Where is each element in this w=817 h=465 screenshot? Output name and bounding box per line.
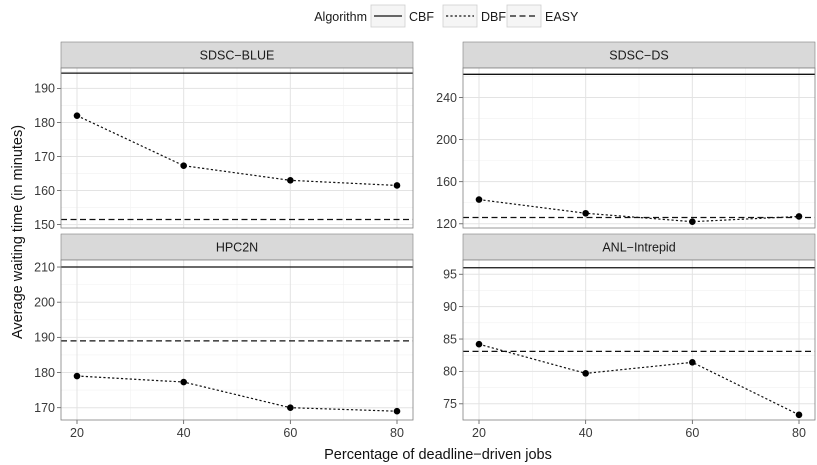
y-tick-label: 200 <box>34 295 55 309</box>
series-line-dbf <box>76 115 398 187</box>
y-tick-label: 95 <box>443 268 457 282</box>
data-point-dbf <box>475 196 483 203</box>
y-tick-label: 210 <box>34 260 55 274</box>
data-point-dbf <box>582 209 589 217</box>
panel-strip <box>60 41 414 69</box>
panel-sdsc-ds: SDSC−DS 120 160 200 240 <box>436 41 816 231</box>
series-line-dbf <box>76 375 398 412</box>
data-point-dbf <box>287 404 294 411</box>
data-point-dbf <box>689 359 696 366</box>
x-tick-label: 80 <box>792 426 806 440</box>
y-tick-label: 85 <box>443 332 457 346</box>
y-tick-label: 160 <box>34 184 55 198</box>
x-tick-label: 60 <box>283 426 297 440</box>
y-tick-label: 170 <box>34 401 55 415</box>
panel-border <box>60 67 414 229</box>
y-tick-label: 150 <box>34 218 55 232</box>
panel-title: SDSC−DS <box>609 49 668 63</box>
legend-label-easy: EASY <box>545 10 579 24</box>
y-tick-label: 120 <box>436 217 457 231</box>
panel-border <box>462 67 816 229</box>
panel-strip <box>462 41 816 69</box>
data-point-dbf <box>689 218 696 225</box>
y-tick-label: 180 <box>34 366 55 380</box>
y-axis-title: Average waiting time (in minutes) <box>10 125 26 339</box>
legend-title: Algorithm <box>314 10 367 24</box>
data-point-dbf <box>287 177 294 184</box>
panel-title: ANL−Intrepid <box>602 241 675 255</box>
y-tick-label: 200 <box>436 133 457 147</box>
y-tick-label: 170 <box>34 150 55 164</box>
data-point-dbf <box>393 182 401 189</box>
y-tick-label: 190 <box>34 331 55 345</box>
legend: Algorithm CBF DBF EASY <box>314 4 579 28</box>
data-point-dbf <box>180 162 187 170</box>
series-line-dbf <box>478 198 800 223</box>
data-point-dbf <box>475 340 483 348</box>
x-tick-label: 80 <box>390 426 404 440</box>
data-point-dbf <box>73 372 81 380</box>
panel-hpc2n: HPC2N 170 180 190 200 210 20 40 60 80 <box>34 233 414 440</box>
panel-border <box>462 259 816 421</box>
y-tick-label: 80 <box>443 365 457 379</box>
y-tick-label: 90 <box>443 300 457 314</box>
y-tick-label: 180 <box>34 116 55 130</box>
x-tick-label: 40 <box>579 426 593 440</box>
y-tick-label: 240 <box>436 91 457 105</box>
x-axis-title: Percentage of deadline−driven jobs <box>324 447 552 463</box>
data-point-dbf <box>73 112 81 119</box>
data-point-dbf <box>393 407 401 415</box>
panel-title: SDSC−BLUE <box>200 49 275 63</box>
data-point-dbf <box>795 213 803 220</box>
x-tick-label: 20 <box>70 426 84 440</box>
panels: SDSC−BLUE 150 160 170 180 190 SDSC−DS 120 160 200… <box>34 41 816 440</box>
data-point-dbf <box>582 370 589 377</box>
panel-anl-intrepid: ANL−Intrepid 75 80 85 90 95 20 40 60 80 <box>443 233 816 440</box>
panel-sdsc-blue: SDSC−BLUE 150 160 170 180 190 <box>34 41 414 232</box>
y-tick-label: 75 <box>443 397 457 411</box>
x-tick-label: 20 <box>472 426 486 440</box>
y-tick-label: 190 <box>34 82 55 96</box>
series-line-dbf <box>478 343 800 416</box>
y-tick-label: 160 <box>436 175 457 189</box>
panel-border <box>60 259 414 421</box>
legend-label-cbf: CBF <box>409 10 434 24</box>
x-tick-label: 40 <box>177 426 191 440</box>
panel-title: HPC2N <box>216 241 258 255</box>
panel-strip <box>60 233 414 261</box>
data-point-dbf <box>795 411 803 419</box>
x-tick-label: 60 <box>685 426 699 440</box>
legend-label-dbf: DBF <box>481 10 506 24</box>
data-point-dbf <box>180 378 187 386</box>
